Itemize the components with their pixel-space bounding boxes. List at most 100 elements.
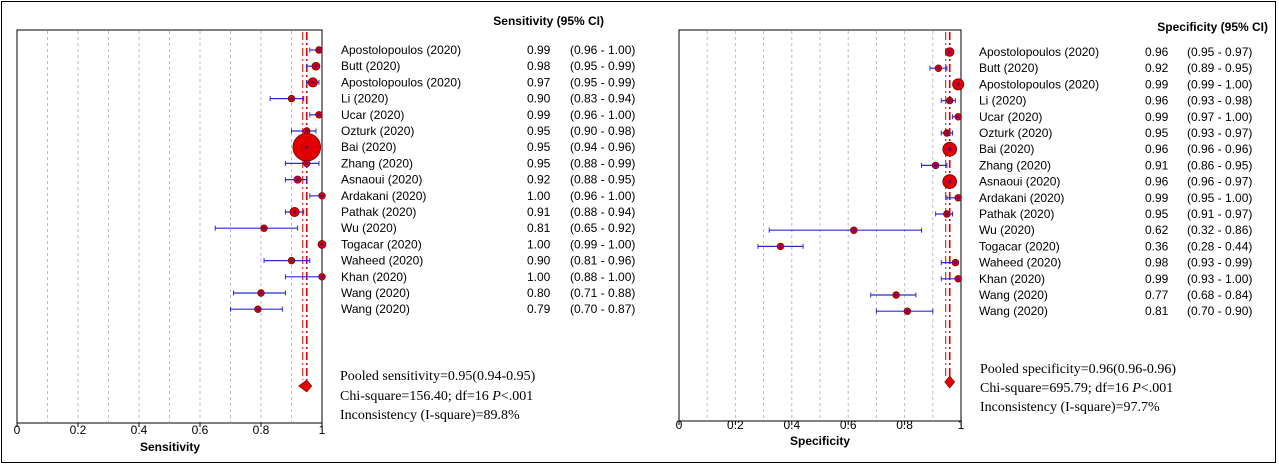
sensitivity-study-ci: (0.88 - 1.00) xyxy=(570,270,635,284)
sensitivity-study-name: Bai (2020) xyxy=(341,140,396,154)
specificity-study-name: Asnaoui (2020) xyxy=(979,175,1060,189)
specificity-study-estimate: 0.95 xyxy=(1145,207,1169,221)
sensitivity-study-estimate: 1.00 xyxy=(527,189,551,203)
specificity-study-ci: (0.32 - 0.86) xyxy=(1187,223,1252,237)
sensitivity-study-ci: (0.71 - 0.88) xyxy=(570,286,635,300)
specificity-study-ci: (0.95 - 1.00) xyxy=(1187,191,1252,205)
specificity-study-marker-center xyxy=(934,163,938,167)
sensitivity-study-name: Khan (2020) xyxy=(341,270,407,284)
sensitivity-study-estimate: 0.81 xyxy=(527,221,551,235)
sensitivity-study-name: Butt (2020) xyxy=(341,59,400,73)
specificity-study-marker-center xyxy=(852,228,856,232)
sensitivity-column-header: Sensitivity (95% CI) xyxy=(493,14,604,28)
sensitivity-study-marker-center xyxy=(262,226,266,230)
specificity-study-marker-center xyxy=(956,277,960,281)
sensitivity-study-ci: (0.90 - 0.98) xyxy=(570,124,635,138)
specificity-study-name: Khan (2020) xyxy=(979,272,1045,286)
specificity-chi-suffix: <.001 xyxy=(1141,381,1173,396)
sensitivity-study-ci: (0.81 - 0.96) xyxy=(570,254,635,268)
sensitivity-study-ci: (0.95 - 0.99) xyxy=(570,59,635,73)
sensitivity-study-estimate: 0.91 xyxy=(527,205,551,219)
specificity-study-estimate: 0.99 xyxy=(1145,272,1169,286)
sensitivity-study-estimate: 0.90 xyxy=(527,92,551,106)
specificity-study-marker-center xyxy=(948,147,952,151)
specificity-study-estimate: 0.62 xyxy=(1145,223,1169,237)
sensitivity-chi-square-text: Chi-square=156.40; df=16 P<.001 xyxy=(340,389,533,404)
sensitivity-study-name: Wu (2020) xyxy=(341,221,397,235)
sensitivity-study-marker-center xyxy=(289,97,294,101)
specificity-study-name: Zhang (2020) xyxy=(979,158,1051,172)
specificity-study-ci: (0.93 - 0.99) xyxy=(1187,256,1252,270)
sensitivity-study-ci: (0.94 - 0.96) xyxy=(570,140,635,154)
specificity-x-tick-label: 0.6 xyxy=(840,418,857,432)
specificity-study-marker-center xyxy=(956,82,960,86)
sensitivity-study-ci: (0.83 - 0.94) xyxy=(570,92,635,106)
specificity-study-name: Wang (2020) xyxy=(979,304,1048,318)
specificity-study-estimate: 0.95 xyxy=(1145,126,1169,140)
sensitivity-study-name: Ucar (2020) xyxy=(341,108,404,122)
specificity-study-name: Waheed (2020) xyxy=(979,256,1061,270)
sensitivity-study-name: Asnaoui (2020) xyxy=(341,173,422,187)
specificity-study-name: Wu (2020) xyxy=(979,223,1035,237)
specificity-study-ci: (0.70 - 0.90) xyxy=(1187,304,1252,318)
specificity-study-ci: (0.93 - 0.98) xyxy=(1187,94,1252,108)
specificity-study-marker-center xyxy=(956,115,960,119)
specificity-study-estimate: 0.96 xyxy=(1145,45,1169,59)
specificity-study-estimate: 0.81 xyxy=(1145,304,1169,318)
specificity-study-name: Li (2020) xyxy=(979,94,1026,108)
sensitivity-study-ci: (0.95 - 0.99) xyxy=(570,75,635,89)
sensitivity-x-tick-label: 1 xyxy=(319,423,326,437)
sensitivity-inconsistency-text: Inconsistency (I-square)=89.8% xyxy=(340,408,520,423)
specificity-chi-prefix: Chi-square=695.79; df=16 xyxy=(980,381,1132,396)
specificity-study-marker-center xyxy=(945,131,949,135)
sensitivity-study-estimate: 0.95 xyxy=(527,156,551,170)
sensitivity-study-estimate: 0.97 xyxy=(527,75,551,89)
sensitivity-study-name: Apostolopoulos (2020) xyxy=(341,43,461,57)
specificity-study-marker-center xyxy=(905,309,910,313)
sensitivity-study-name: Ardakani (2020) xyxy=(341,189,426,203)
sensitivity-panel xyxy=(16,29,327,427)
sensitivity-study-estimate: 0.98 xyxy=(527,59,551,73)
specificity-chi-p: P xyxy=(1131,381,1141,396)
specificity-study-ci: (0.89 - 0.95) xyxy=(1187,61,1252,75)
sensitivity-study-ci: (0.99 - 1.00) xyxy=(570,237,635,251)
specificity-study-name: Ardakani (2020) xyxy=(979,191,1064,205)
specificity-study-ci: (0.97 - 1.00) xyxy=(1187,110,1252,124)
sensitivity-x-tick-label: 0.2 xyxy=(70,423,87,437)
sensitivity-study-ci: (0.88 - 0.99) xyxy=(570,156,635,170)
specificity-x-tick-label: 0 xyxy=(676,418,683,432)
sensitivity-study-name: Togacar (2020) xyxy=(341,237,422,251)
sensitivity-study-estimate: 0.99 xyxy=(527,43,551,57)
specificity-study-ci: (0.96 - 0.96) xyxy=(1187,142,1252,156)
specificity-study-ci: (0.93 - 1.00) xyxy=(1187,272,1252,286)
specificity-study-ci: (0.96 - 0.97) xyxy=(1187,175,1252,189)
sensitivity-study-ci: (0.96 - 1.00) xyxy=(570,108,635,122)
sensitivity-study-marker-center xyxy=(296,178,300,182)
specificity-study-marker-center xyxy=(778,244,783,248)
specificity-study-ci: (0.86 - 0.95) xyxy=(1187,158,1252,172)
specificity-study-ci: (0.99 - 1.00) xyxy=(1187,77,1252,91)
specificity-study-marker-center xyxy=(948,99,952,103)
specificity-study-ci: (0.91 - 0.97) xyxy=(1187,207,1252,221)
sensitivity-study-marker-center xyxy=(317,48,321,52)
specificity-study-marker-center xyxy=(953,261,957,265)
specificity-study-estimate: 0.92 xyxy=(1145,61,1169,75)
specificity-plot-area xyxy=(678,29,962,422)
specificity-study-ci: (0.95 - 0.97) xyxy=(1187,45,1252,59)
specificity-study-estimate: 0.77 xyxy=(1145,288,1169,302)
specificity-study-name: Ucar (2020) xyxy=(979,110,1042,124)
sensitivity-x-axis-title: Sensitivity xyxy=(140,440,200,454)
sensitivity-study-estimate: 0.80 xyxy=(527,286,551,300)
specificity-study-estimate: 0.96 xyxy=(1145,142,1169,156)
sensitivity-study-name: Li (2020) xyxy=(341,92,388,106)
sensitivity-study-estimate: 1.00 xyxy=(527,270,551,284)
specificity-study-name: Butt (2020) xyxy=(979,61,1038,75)
specificity-pooled-text: Pooled specificity=0.96(0.96-0.96) xyxy=(980,362,1176,377)
sensitivity-study-marker-center xyxy=(292,210,297,214)
specificity-x-axis-title: Specificity xyxy=(790,434,850,448)
specificity-study-name: Pathak (2020) xyxy=(979,207,1054,221)
sensitivity-study-estimate: 0.79 xyxy=(527,302,551,316)
specificity-x-tick-label: 1 xyxy=(958,418,965,432)
